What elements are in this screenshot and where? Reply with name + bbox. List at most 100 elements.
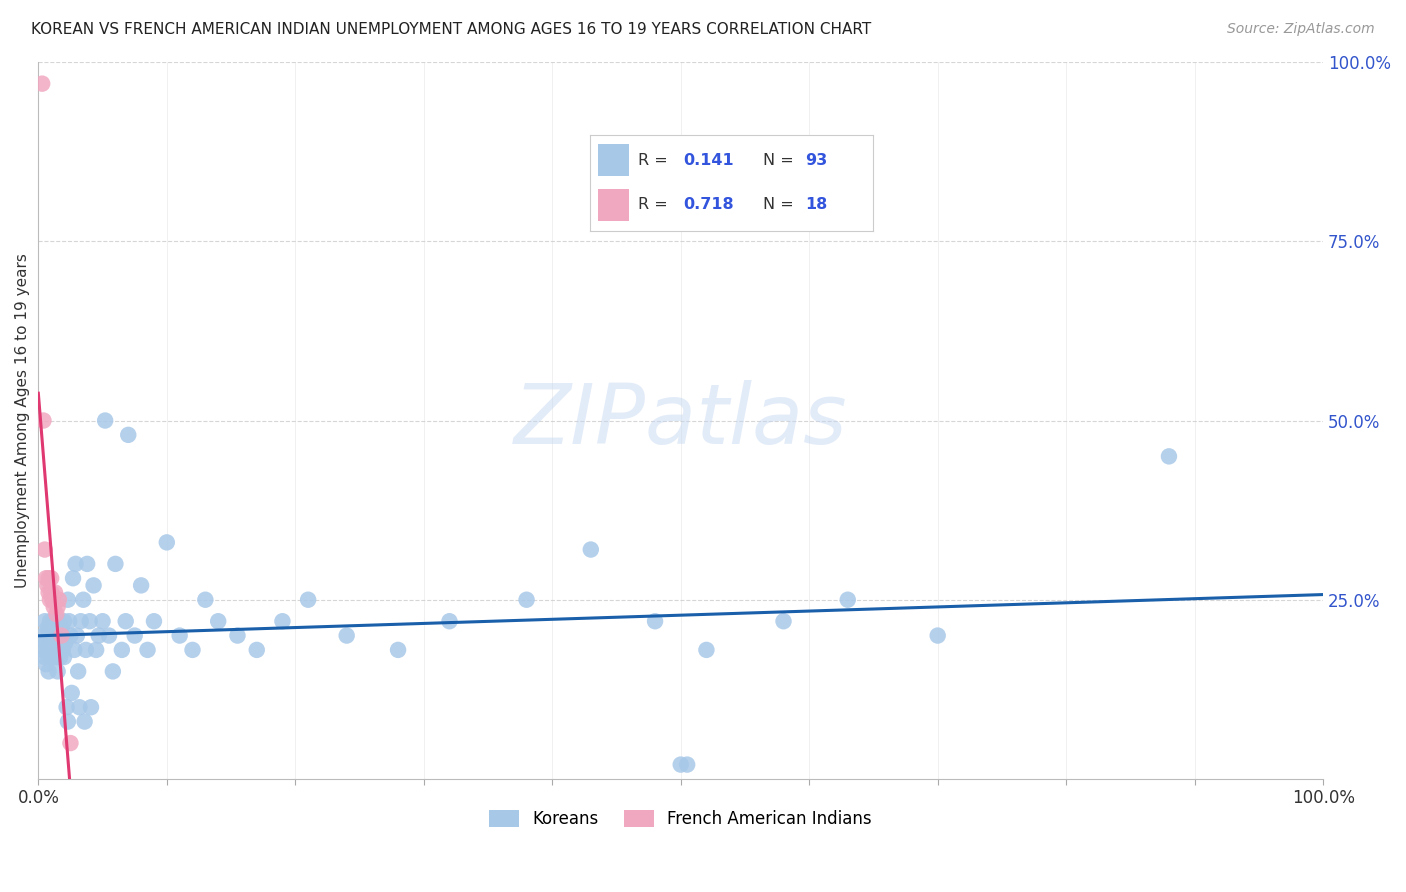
Point [101,665,124,679]
Point [69,614,91,628]
Point [53,614,76,628]
Point [35,657,58,672]
Point [39,621,62,635]
Point [44,643,66,657]
Point [42,599,65,614]
Point [38,614,60,628]
Point [51,629,73,643]
Point [37,621,59,635]
FancyBboxPatch shape [599,189,630,221]
Point [48,592,70,607]
Point [695,643,717,657]
Text: ZIPatlas: ZIPatlas [515,380,848,461]
Point [35,636,58,650]
Legend: Koreans, French American Indians: Koreans, French American Indians [482,804,879,835]
Point [129,578,152,592]
Point [60,686,83,700]
Point [76,557,98,571]
Point [38,585,60,599]
Text: 93: 93 [806,153,827,168]
Point [48,643,70,657]
Text: 18: 18 [806,197,827,212]
Point [104,557,127,571]
Point [63,643,86,657]
Point [44,629,66,643]
Point [37,643,59,657]
Point [45,621,67,635]
Text: N =: N = [762,197,799,212]
Point [644,614,666,628]
Point [42,614,65,628]
Point [39,650,62,665]
Text: KOREAN VS FRENCH AMERICAN INDIAN UNEMPLOYMENT AMONG AGES 16 TO 19 YEARS CORRELAT: KOREAN VS FRENCH AMERICAN INDIAN UNEMPLO… [31,22,872,37]
Text: 0.141: 0.141 [683,153,734,168]
Point [32,629,55,643]
Point [59,629,82,643]
Point [34,614,56,628]
Point [56,714,79,729]
Point [65,557,87,571]
Point [111,643,134,657]
Point [59,736,82,750]
Point [143,614,166,628]
Point [169,629,191,643]
Point [387,643,409,657]
Point [38,571,60,585]
Point [136,643,159,657]
Point [58,614,80,628]
Point [38,592,60,607]
Point [156,535,179,549]
Point [336,629,359,643]
Point [39,571,62,585]
Text: R =: R = [638,197,673,212]
Point [31,643,53,657]
Point [42,636,65,650]
Point [51,621,73,635]
Point [39,585,62,599]
Point [87,629,110,643]
Point [52,643,75,657]
Point [37,578,59,592]
Point [39,629,62,643]
Text: 0.718: 0.718 [683,197,734,212]
Point [271,614,294,628]
Point [516,592,538,607]
Point [772,614,794,628]
Point [34,542,56,557]
Point [46,665,69,679]
Point [73,714,96,729]
Point [45,650,67,665]
Point [124,629,146,643]
Point [62,571,84,585]
Point [69,700,91,714]
Point [49,629,72,643]
Point [31,77,53,91]
Point [51,636,73,650]
Point [46,599,69,614]
Point [72,592,94,607]
Point [45,607,67,621]
Point [56,592,79,607]
Point [53,650,76,665]
Point [55,700,77,714]
Point [194,592,217,607]
Point [67,665,90,679]
FancyBboxPatch shape [599,145,630,176]
Point [41,629,63,643]
Point [34,650,56,665]
Y-axis label: Unemployment Among Ages 16 to 19 years: Unemployment Among Ages 16 to 19 years [15,253,30,588]
Point [66,629,89,643]
Point [117,428,139,442]
Text: N =: N = [762,153,799,168]
Point [927,629,949,643]
Point [41,592,63,607]
Point [207,614,229,628]
Point [38,665,60,679]
Point [297,592,319,607]
Point [579,542,602,557]
Point [98,629,121,643]
Point [91,614,114,628]
Point [1157,450,1180,464]
Point [35,571,58,585]
Point [83,578,105,592]
